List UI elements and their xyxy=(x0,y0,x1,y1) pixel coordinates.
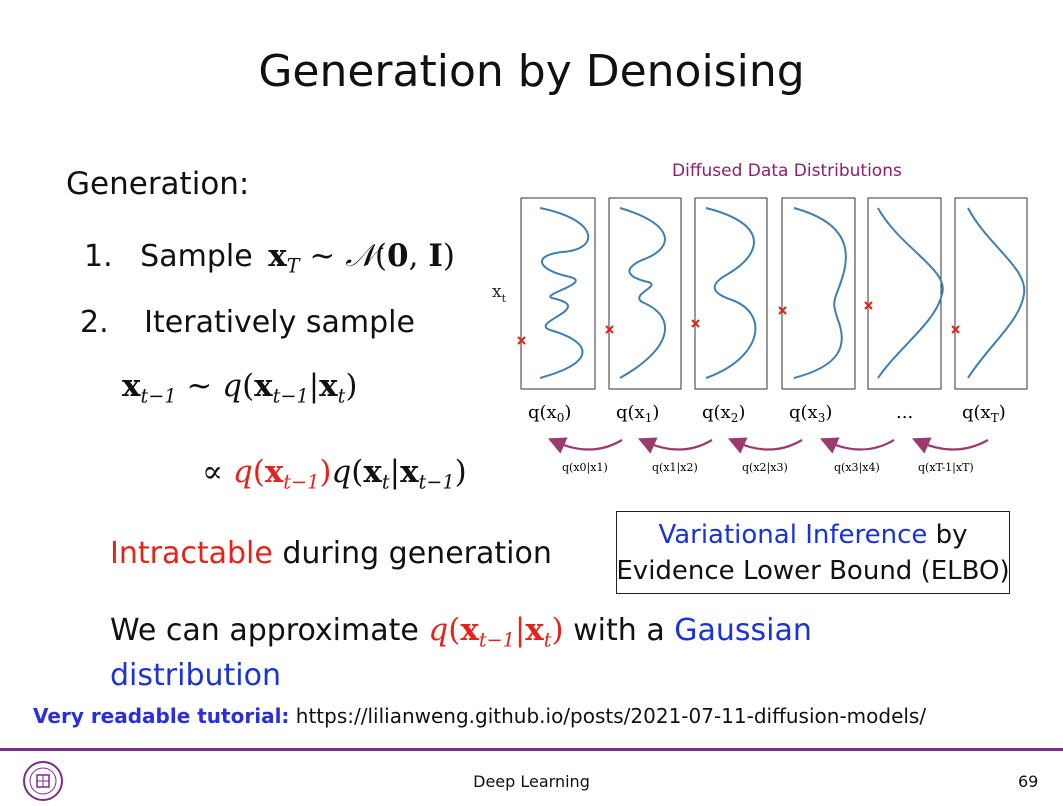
vi-by: by xyxy=(927,520,968,550)
curve-x0 xyxy=(539,207,590,379)
marker-x0 xyxy=(517,336,526,345)
label-q-x0: q(x0) xyxy=(528,402,571,425)
sample-markers xyxy=(517,301,960,345)
vi-box xyxy=(616,511,1010,594)
bayes-equation: ∝ q(xt−1)q(xt|xt−1) xyxy=(202,454,467,494)
diffusion-diagram: xt q(x0) q(x1) q(x2) q(x3) ... q(xT) q( xyxy=(492,197,1028,475)
reverse-label-4: q(x3|x4) xyxy=(834,461,880,475)
slide-title: Generation by Denoising xyxy=(258,46,805,97)
approx-gaussian: Gaussian xyxy=(674,613,812,648)
diagram-title: Diffused Data Distributions xyxy=(672,161,902,181)
marker-xT xyxy=(951,325,960,334)
reverse-arrow-1 xyxy=(547,437,623,454)
footer-course: Deep Learning xyxy=(473,772,590,791)
curve-x2 xyxy=(705,207,757,379)
reverse-arrow-4 xyxy=(819,437,895,454)
reverse-label-1: q(x0|x1) xyxy=(562,461,608,475)
curve-x3 xyxy=(793,207,847,379)
panel-frame-x0 xyxy=(520,197,596,390)
marker-x1 xyxy=(605,325,614,334)
panel-frame-x4 xyxy=(867,197,942,390)
step-1-number: 1. xyxy=(84,239,113,274)
step-1-text: Sample xyxy=(140,239,253,274)
label-q-x1: q(x1) xyxy=(616,402,659,425)
approx-formula: q(xt−1|xt) xyxy=(428,612,564,652)
panel-frame-x2 xyxy=(694,197,768,390)
step-1-formula: xT ~ 𝒩(0, I) xyxy=(268,238,455,278)
label-ellipsis: ... xyxy=(896,402,913,423)
reverse-arrow-5 xyxy=(911,437,989,454)
vi-term: Variational Inference xyxy=(658,520,928,550)
panel-frame-x1 xyxy=(608,197,682,390)
approx-prefix: We can approximate xyxy=(110,613,429,648)
tutorial-url[interactable]: https://lilianweng.github.io/posts/2021-… xyxy=(289,704,927,728)
tutorial-label: Very readable tutorial: xyxy=(33,704,290,728)
approx-line: We can approximate q(xt−1|xt) with a Gau… xyxy=(110,612,812,652)
university-seal-icon xyxy=(23,761,63,801)
vi-box-line1: Variational Inference by xyxy=(616,520,1010,550)
approx-mid: with a xyxy=(563,613,675,648)
sampling-equation: xt−1 ~ q(xt−1|xt) xyxy=(122,368,358,408)
reverse-arrow-2 xyxy=(637,437,713,454)
curve-x4 xyxy=(877,207,944,379)
reverse-label-3: q(x2|x3) xyxy=(742,461,788,475)
step-2: 2. Iteratively sample xyxy=(80,305,415,340)
xt-axis-label: xt xyxy=(492,282,507,305)
marker-x2 xyxy=(691,319,700,328)
marker-x3 xyxy=(778,306,787,315)
step-2-text: Iteratively sample xyxy=(144,305,415,340)
marker-x4 xyxy=(864,301,873,310)
label-q-x3: q(x3) xyxy=(789,402,832,425)
step-1: 1. Sample xT ~ 𝒩(0, I) xyxy=(84,238,455,278)
reverse-label-5: q(xT-1|xT) xyxy=(918,461,974,475)
tutorial-line: Very readable tutorial: https://lilianwe… xyxy=(33,704,926,728)
vi-box-line2: Evidence Lower Bound (ELBO) xyxy=(616,556,1010,586)
label-q-x2: q(x2) xyxy=(702,402,745,425)
panel-frame-x3 xyxy=(781,197,856,390)
step-2-number: 2. xyxy=(80,305,109,340)
reverse-label-2: q(x1|x2) xyxy=(652,461,698,475)
curve-x1 xyxy=(619,207,667,379)
approx-distribution: distribution xyxy=(110,658,281,693)
label-q-xT: q(xT) xyxy=(962,402,1006,425)
page-number: 69 xyxy=(1018,772,1039,791)
curve-xT xyxy=(967,207,1026,379)
reverse-arrows xyxy=(547,437,989,454)
reverse-arrow-3 xyxy=(727,437,803,454)
footer-divider xyxy=(0,748,1063,751)
intractable-rest: during generation xyxy=(272,536,552,571)
intractable-line: Intractable during generation xyxy=(110,536,552,571)
generation-heading: Generation: xyxy=(66,166,250,202)
intractable-word: Intractable xyxy=(110,536,273,571)
panel-frame-xT xyxy=(954,197,1028,390)
